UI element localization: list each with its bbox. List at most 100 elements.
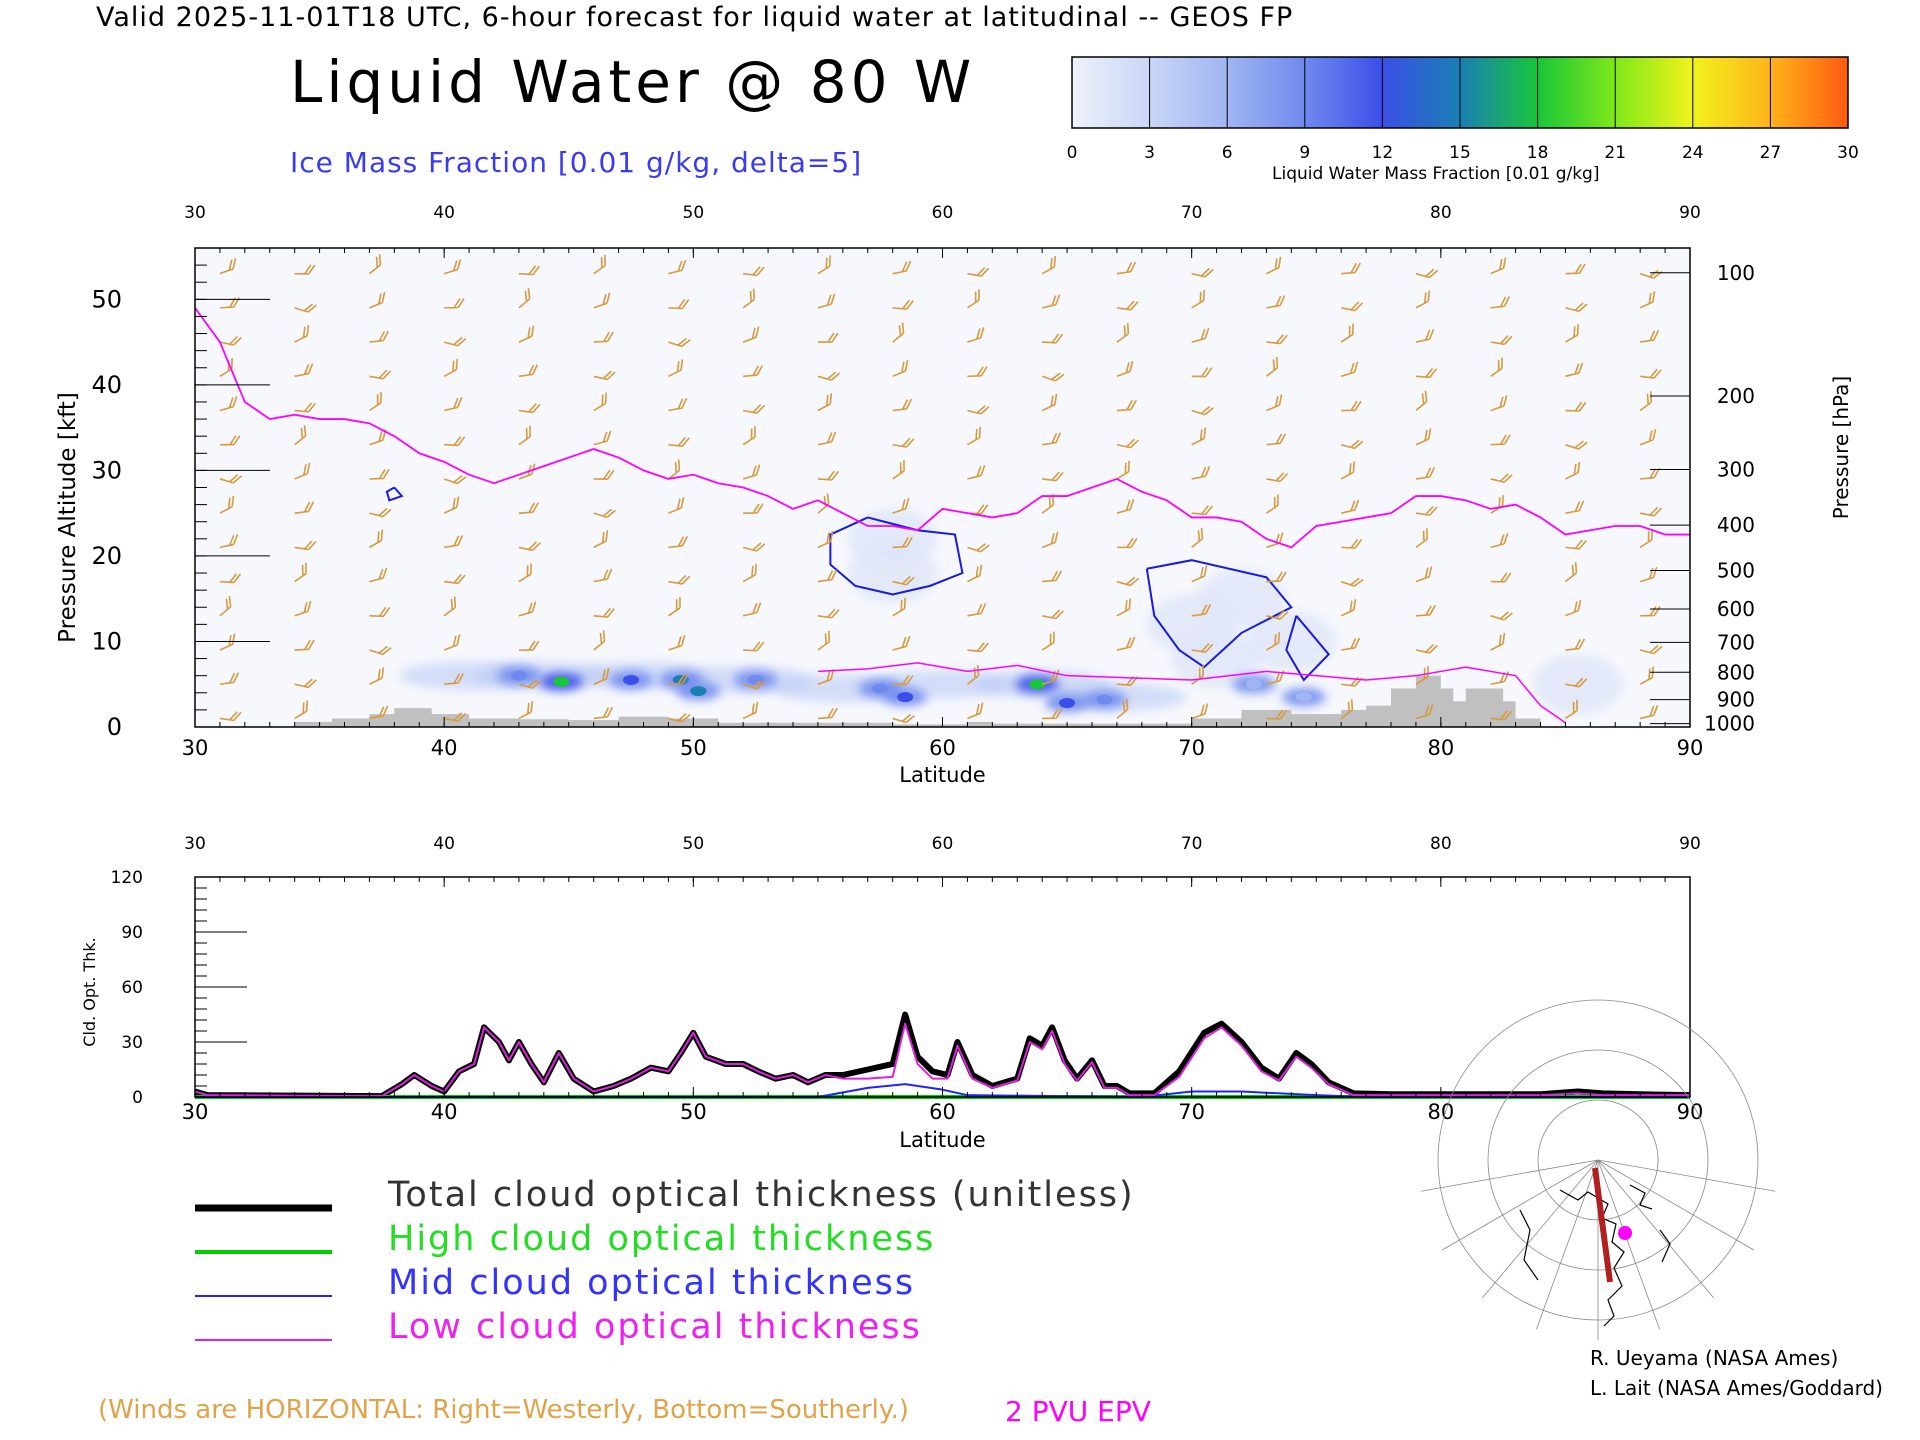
ice-contour [829, 516, 964, 596]
y-tick-label: 40 [91, 371, 122, 399]
wind-barb [1191, 527, 1204, 548]
wind-barb [443, 396, 463, 412]
plot-frame [194, 876, 1691, 1098]
pressure-tick-label: 1000 [1704, 712, 1755, 736]
wind-barb [668, 397, 688, 412]
cross-section-panel: 3030404050506060707080809090010203040501… [55, 203, 1853, 787]
wind-barb [817, 470, 840, 481]
wind-barb [1565, 263, 1586, 275]
wind-barb [593, 630, 606, 651]
wind-barb [1116, 598, 1132, 617]
wind-barb [593, 254, 606, 275]
wind-barb [966, 289, 980, 309]
wind-barb [967, 564, 983, 583]
wind-barb [743, 266, 765, 277]
x-tick-label: 70 [1178, 736, 1205, 760]
wind-barb [892, 299, 914, 310]
wind-barb [817, 332, 839, 343]
wind-barb [743, 404, 766, 414]
wind-barb [219, 396, 238, 412]
wind-barb [1042, 570, 1063, 583]
wind-barb [1042, 333, 1064, 344]
wind-barb [742, 542, 766, 552]
wind-barb [742, 563, 758, 583]
wind-barb [743, 365, 764, 378]
map-coastline [1519, 1184, 1671, 1327]
pressure-axis-label: Pressure [hPa] [1829, 376, 1853, 519]
wind-barb [1341, 262, 1362, 275]
wind-barb [1415, 466, 1436, 480]
x-tick-label-top: 90 [1679, 834, 1701, 854]
wind-barb [294, 425, 307, 446]
wind-barb [444, 712, 467, 722]
wind-barb [1415, 367, 1438, 379]
wind-barb [742, 426, 756, 446]
wind-barb [668, 359, 684, 378]
wind-barb [1565, 677, 1588, 688]
wind-barb [742, 680, 766, 690]
wind-barb [518, 541, 541, 552]
wind-barb [219, 474, 243, 484]
x-tick-label-top: 60 [932, 834, 954, 854]
wind-barb [593, 469, 615, 480]
wind-barb [593, 607, 615, 618]
x-tick-label: 50 [680, 736, 707, 760]
wind-barb [817, 293, 836, 309]
wind-barb [1415, 290, 1431, 309]
wind-barb [668, 712, 691, 723]
wind-barb [294, 363, 314, 378]
plot-background [195, 248, 1690, 727]
wind-barb [1191, 604, 1212, 617]
wind-barb [1191, 643, 1214, 653]
colorbar: 0 3 6 9 12 15 18 21 24 27 30 [1067, 56, 1859, 163]
wind-barb [593, 530, 609, 549]
wind-barb [443, 358, 459, 378]
wind-barb [668, 436, 690, 447]
wind-barb [1490, 357, 1503, 377]
colorbar-tick-label: 12 [1372, 143, 1394, 163]
wind-barb [1565, 599, 1582, 617]
wind-barb [1639, 704, 1659, 720]
ice-contour [1145, 559, 1293, 669]
wind-barb [1191, 367, 1213, 378]
wind-barb [1415, 428, 1432, 446]
wind-barb [1341, 301, 1364, 312]
wind-barb [518, 425, 532, 446]
wind-barb [1041, 631, 1055, 651]
wind-barb [1042, 609, 1065, 620]
wind-barb [743, 641, 765, 652]
wind-barb [369, 705, 389, 720]
wind-barb [1341, 538, 1363, 549]
x-tick-label: 30 [182, 736, 209, 760]
wind-barb [1490, 632, 1506, 651]
wind-barb [1640, 368, 1662, 379]
wind-barb [369, 667, 385, 685]
y-tick-label: 50 [91, 285, 122, 313]
wind-barb [518, 325, 535, 343]
wind-barb [1116, 399, 1137, 412]
wind-barb [1191, 465, 1211, 480]
wind-barb [1340, 577, 1364, 587]
wind-barb [1116, 576, 1140, 587]
x-tick-label-top: 70 [1181, 834, 1203, 854]
liquid-water-core [553, 676, 570, 687]
wind-barb [1490, 611, 1513, 621]
wind-barb [1116, 323, 1130, 343]
wind-barb [817, 630, 831, 651]
pressure-tick-label: 100 [1717, 261, 1755, 285]
wind-barb [967, 543, 990, 553]
credit-lait: L. Lait (NASA Ames/Goddard) [1590, 1376, 1883, 1400]
liquid-water-faint [1196, 568, 1287, 629]
wind-barb [369, 606, 391, 618]
wind-barb [1639, 391, 1653, 412]
y-tick-label: 10 [91, 627, 122, 655]
wind-barb [667, 459, 681, 480]
wind-barb [443, 258, 462, 275]
wind-barb [817, 569, 838, 583]
wind-barb [1490, 395, 1508, 412]
wind-barb [593, 392, 607, 412]
wind-barb [593, 331, 614, 343]
wind-barb [369, 369, 392, 380]
wind-barb [369, 529, 384, 549]
pressure-tick-label: 700 [1717, 630, 1755, 654]
